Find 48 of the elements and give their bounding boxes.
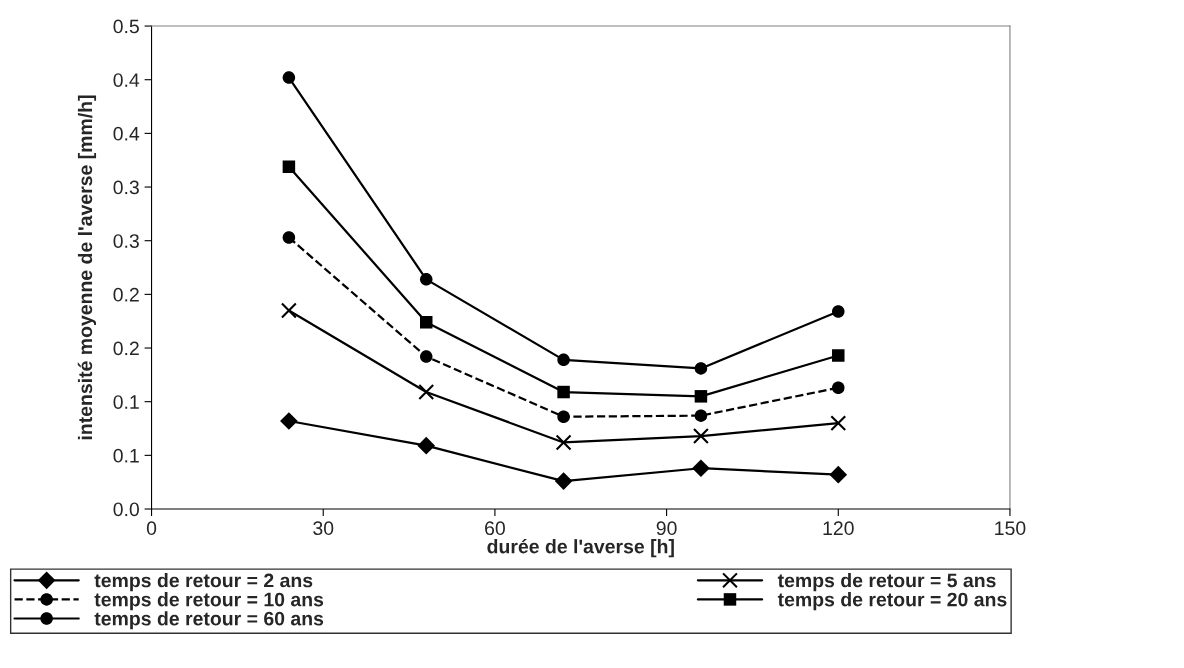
point xyxy=(282,231,296,244)
point xyxy=(557,353,570,367)
y-tick-label: 0.2 xyxy=(113,287,139,302)
point xyxy=(282,71,296,84)
point xyxy=(832,381,845,394)
point xyxy=(418,384,435,401)
y-tick-label: 0.1 xyxy=(113,448,139,463)
point xyxy=(419,316,433,329)
x-axis-title: durée de l'averse [h] xyxy=(487,538,674,558)
x-tick-label: 0 xyxy=(146,521,157,536)
x-tick-label: 120 xyxy=(823,521,854,536)
point xyxy=(829,465,848,484)
y-tick-label: 0.3 xyxy=(113,180,139,195)
legend-label: temps de retour = 20 ans xyxy=(777,592,1007,611)
x-tick-label: 60 xyxy=(485,521,505,536)
y-tick-label: 0.4 xyxy=(113,73,140,87)
point xyxy=(557,410,570,423)
y-axis-title: intensité moyenne de l'averse [mm/h] xyxy=(77,95,97,440)
legend-label: temps de retour = 10 ans xyxy=(94,592,324,611)
point xyxy=(555,434,572,451)
point xyxy=(554,472,573,490)
point xyxy=(832,305,845,318)
point xyxy=(830,415,847,432)
point xyxy=(692,459,710,478)
point xyxy=(694,409,708,422)
point xyxy=(417,436,436,455)
point xyxy=(694,390,708,403)
legend-label: temps de retour = 5 ans xyxy=(777,573,996,592)
point xyxy=(280,412,298,430)
y-tick-label: 0.0 xyxy=(113,502,139,517)
point xyxy=(280,302,297,319)
point xyxy=(832,349,845,362)
point xyxy=(419,273,433,286)
y-tick-label: 0.4 xyxy=(113,126,140,141)
x-tick-label: 150 xyxy=(995,521,1026,536)
point xyxy=(692,428,709,445)
y-tick-label: 0.1 xyxy=(113,395,139,409)
point xyxy=(282,160,296,173)
point xyxy=(694,362,708,375)
x-tick-label: 90 xyxy=(656,521,677,536)
y-tick-label: 0.5 xyxy=(113,19,139,34)
point xyxy=(419,350,433,363)
y-tick-label: 0.3 xyxy=(113,234,139,248)
point xyxy=(557,385,570,399)
legend-label: temps de retour = 2 ans xyxy=(94,573,313,592)
x-tick-label: 30 xyxy=(313,521,334,536)
y-tick-label: 0.2 xyxy=(113,341,139,356)
legend-label: temps de retour = 60 ans xyxy=(94,611,324,630)
